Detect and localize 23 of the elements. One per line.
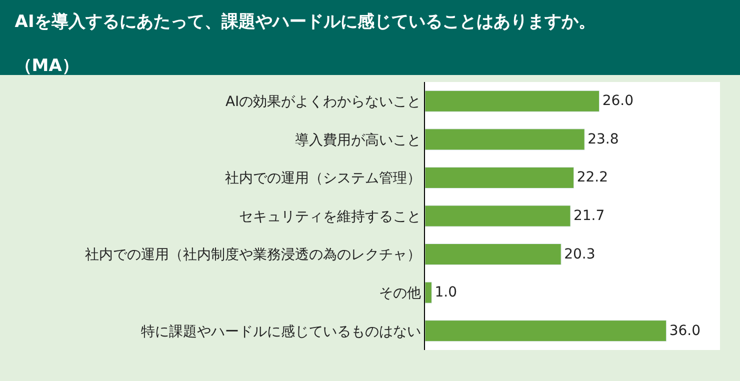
y-tick-label: 社内での運用（社内制度や業務浸透の為のレクチャ）: [85, 247, 422, 264]
data-label: 26.0: [602, 93, 634, 110]
y-tick-label: セキュリティを維持すること: [239, 208, 422, 225]
data-label: 21.7: [573, 208, 605, 224]
bar: [425, 205, 571, 227]
y-tick-label: その他: [379, 285, 422, 302]
bar: [425, 128, 585, 150]
y-tick-label: 特に課題やハードルに感じているものはない: [141, 324, 422, 340]
data-label: 23.8: [588, 131, 619, 148]
text: （MA）: [14, 56, 79, 76]
data-label: 22.2: [576, 170, 608, 186]
data-label: 20.3: [564, 246, 596, 262]
data-label: 36.0: [669, 322, 701, 339]
y-tick-label: AIの効果がよくわからないこと: [225, 94, 422, 110]
data-label: 1.0: [434, 284, 457, 301]
y-tick-label: 社内での運用（システム管理）: [225, 170, 422, 187]
bar: [425, 244, 562, 266]
bar: [425, 90, 600, 112]
chart-title: AIを導入するにあたって、課題やハードルに感じていることはありますか。: [14, 12, 596, 32]
bar: [425, 320, 667, 342]
y-tick-label: 導入費用が高いこと: [295, 132, 422, 148]
bar: [425, 282, 432, 304]
bar: [425, 166, 574, 188]
